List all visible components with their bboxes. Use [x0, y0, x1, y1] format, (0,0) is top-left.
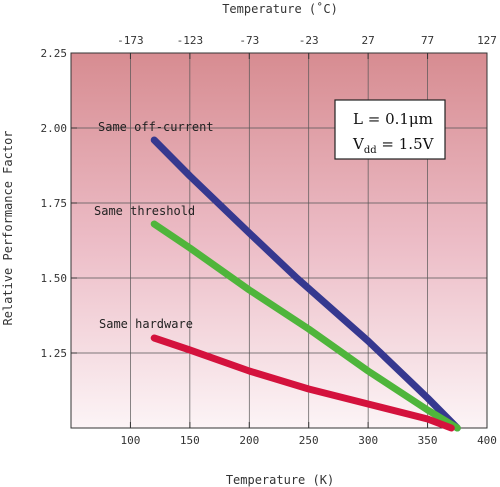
curve-label-same-off-current: Same off-current	[98, 120, 214, 134]
curve-label-same-threshold: Same threshold	[94, 204, 195, 218]
annotation-box-frame	[334, 99, 446, 160]
annotation-vdd-suffix: = 1.5V	[377, 135, 435, 153]
annotation-length-unit: μm	[409, 110, 433, 128]
x-tick-label: 300	[358, 434, 378, 447]
annotation-box: L = 0.1μm Vdd = 1.5V	[334, 99, 446, 160]
series-line-same-off-current	[150, 136, 461, 432]
top-tick-label: 77	[421, 34, 434, 47]
series-lines	[150, 136, 461, 432]
top-tick-label: -173	[117, 34, 144, 47]
annotation-vdd-prefix: V	[352, 135, 365, 153]
x-tick-label: 350	[418, 434, 438, 447]
x-tick-label: 200	[239, 434, 259, 447]
x-axis-title: Temperature (K)	[226, 473, 334, 487]
y-tick-label: 1.50	[41, 272, 68, 285]
y-tick-label: 2.25	[41, 47, 68, 60]
plot-frame	[70, 52, 488, 429]
x-tick-label: 100	[120, 434, 140, 447]
annotation-length-prefix: L = 0.1	[353, 110, 409, 128]
axis-ticks: 100 150 200 250 300 350 400 1.25 1.50 1.75 2.00 2.2…	[41, 34, 497, 447]
y-tick-label: 1.25	[41, 347, 68, 360]
top-tick-label: 127	[477, 34, 497, 47]
top-x-axis-title: Temperature (˚C)	[222, 1, 338, 16]
x-tick-label: 400	[477, 434, 497, 447]
series-line-same-threshold	[150, 220, 461, 432]
y-axis-title: Relative Performance Factor	[1, 130, 15, 325]
annotation-line-length: L = 0.1μm	[353, 110, 433, 128]
annotation-line-vdd: Vdd = 1.5V	[352, 135, 435, 156]
curve-label-same-hardware: Same hardware	[99, 317, 193, 331]
top-tick-label: -123	[177, 34, 204, 47]
series-line-same-hardware	[150, 334, 455, 432]
annotation-vdd-subscript: dd	[364, 145, 377, 156]
top-tick-label: -23	[299, 34, 319, 47]
x-tick-label: 250	[299, 434, 319, 447]
top-tick-label: 27	[362, 34, 375, 47]
y-tick-label: 2.00	[41, 122, 68, 135]
x-tick-label: 150	[180, 434, 200, 447]
top-tick-label: -73	[239, 34, 259, 47]
y-tick-label: 1.75	[41, 197, 68, 210]
